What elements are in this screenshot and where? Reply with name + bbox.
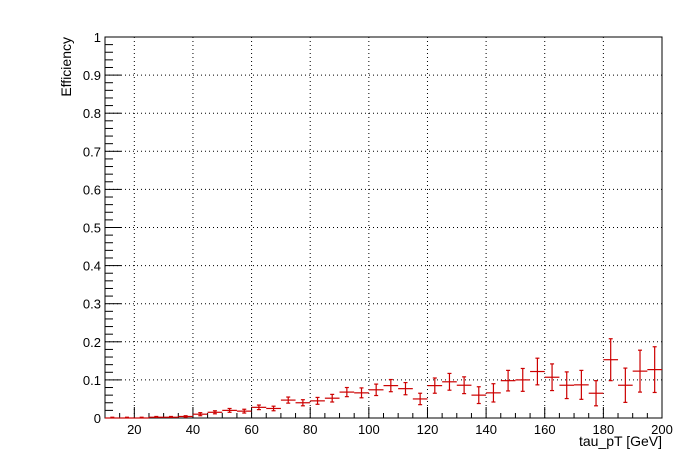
- data-point: [324, 393, 340, 403]
- y-tick-label: 0.8: [83, 106, 101, 121]
- data-point: [105, 416, 120, 419]
- y-tick-label: 0.5: [83, 221, 101, 236]
- data-points: [105, 338, 662, 419]
- x-tick-label: 180: [593, 422, 615, 437]
- x-tick-label: 160: [534, 422, 556, 437]
- data-point: [574, 369, 589, 400]
- y-axis-title: Efficiency: [58, 37, 74, 97]
- y-tick-label: 0.1: [83, 373, 101, 388]
- x-tick-label: 20: [127, 422, 141, 437]
- data-point: [530, 357, 545, 386]
- data-point: [398, 381, 413, 396]
- data-point: [310, 396, 325, 405]
- y-tick-label: 0.9: [83, 68, 101, 83]
- data-point: [486, 383, 501, 403]
- y-tick-label: 0.7: [83, 144, 101, 159]
- x-tick-label: 120: [417, 422, 439, 437]
- data-point: [295, 399, 311, 407]
- data-point: [383, 378, 399, 393]
- data-point: [427, 377, 443, 394]
- plot-frame: [104, 36, 663, 419]
- data-point: [603, 338, 619, 382]
- data-point: [588, 380, 604, 407]
- data-point: [266, 405, 281, 412]
- data-point: [280, 396, 296, 404]
- x-tick-label: 100: [358, 422, 380, 437]
- data-point: [134, 416, 149, 419]
- data-point: [251, 404, 267, 411]
- data-point: [207, 410, 223, 415]
- data-point: [442, 372, 457, 391]
- x-tick-label: 140: [475, 422, 497, 437]
- x-tick-label: 200: [651, 422, 673, 437]
- y-tick-label: 0.2: [83, 335, 101, 350]
- data-point: [236, 408, 252, 414]
- data-point: [163, 415, 179, 418]
- x-tick-label: 40: [186, 422, 200, 437]
- data-point: [339, 386, 355, 398]
- data-point: [647, 346, 662, 394]
- data-point: [412, 392, 428, 406]
- data-point: [471, 386, 487, 405]
- y-tick-label: 0: [94, 411, 101, 426]
- axis-ticks: 20 40 60 80 100 120 140 160 180 200 0 0.1 0.2 0.3 0.4 0…: [83, 30, 673, 437]
- y-tick-label: 1: [94, 30, 101, 45]
- x-tick-label: 80: [303, 422, 317, 437]
- y-tick-label: 0.3: [83, 297, 101, 312]
- x-axis-title: tau_pT [GeV]: [579, 433, 662, 449]
- grid-lines: [105, 37, 662, 418]
- data-point: [354, 387, 369, 399]
- data-point: [515, 367, 531, 392]
- data-point: [500, 369, 516, 392]
- data-point: [559, 371, 575, 400]
- data-point: [119, 416, 135, 419]
- data-point: [148, 415, 164, 418]
- y-tick-label: 0.4: [83, 259, 101, 274]
- data-point: [178, 415, 193, 418]
- data-point: [632, 349, 648, 393]
- data-point: [222, 407, 237, 413]
- x-tick-label: 60: [244, 422, 258, 437]
- data-point: [456, 376, 472, 395]
- data-point: [368, 383, 384, 397]
- data-point: [618, 367, 633, 403]
- y-tick-label: 0.6: [83, 182, 101, 197]
- data-point: [544, 363, 560, 392]
- data-point: [192, 412, 208, 417]
